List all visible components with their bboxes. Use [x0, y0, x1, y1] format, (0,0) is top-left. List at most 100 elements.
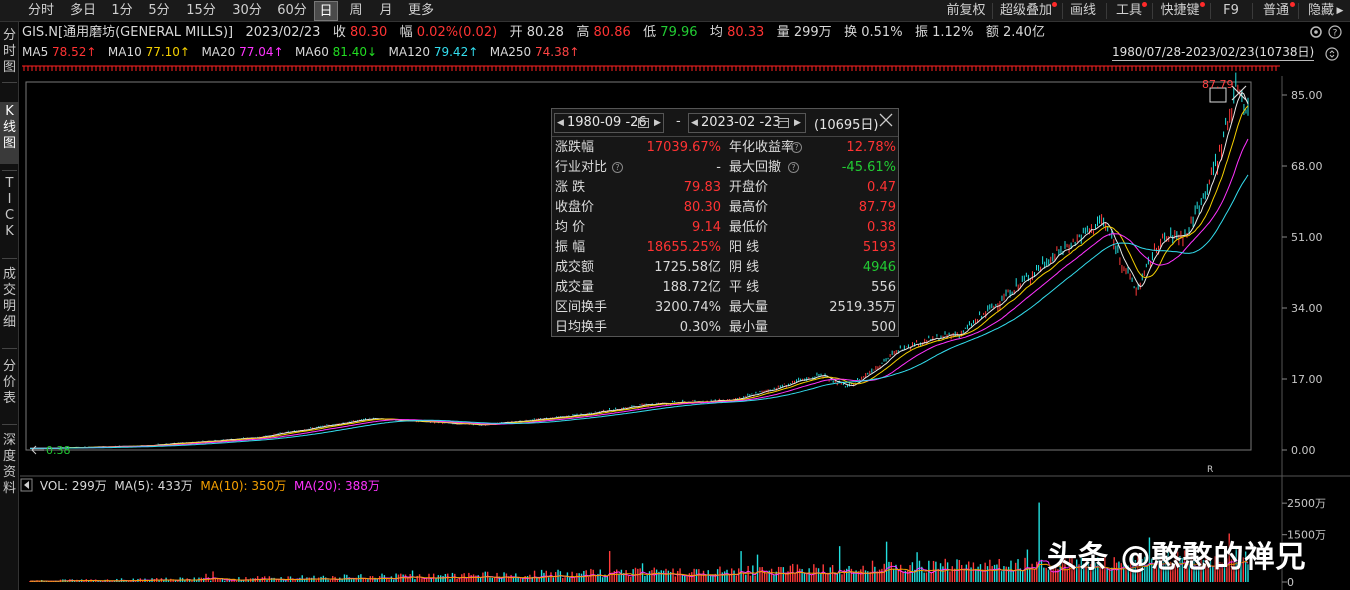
amplitude-value: 1.12%: [932, 25, 974, 40]
stat-label: 平 线: [729, 280, 760, 295]
tab-trade-detail[interactable]: 成交明细: [2, 267, 16, 330]
volume-tick-label: 2500万: [1287, 497, 1326, 510]
stat-label: 均 价: [555, 220, 586, 235]
period-30min[interactable]: 30分: [232, 3, 262, 18]
draw-line-button[interactable]: 画线: [1069, 3, 1096, 18]
calendar-icon[interactable]: [778, 118, 789, 128]
stat-value: 188.72亿: [662, 280, 722, 295]
tab-divider: [2, 82, 17, 83]
period-more[interactable]: 更多: [407, 3, 434, 18]
next-arrow-icon[interactable]: ▶: [794, 118, 801, 128]
tab-divider: [2, 170, 17, 171]
ma-indicator-bar: MA5 78.52↑ MA10 77.10↑ MA20 77.04↑ MA60 …: [22, 44, 579, 60]
stat-label: 最高价: [729, 200, 769, 215]
period-60min[interactable]: 60分: [277, 3, 307, 18]
tab-divider: [2, 348, 17, 349]
stat-label: 行业对比: [555, 160, 608, 175]
stat-value: 80.30: [683, 200, 721, 215]
ma5-label: MA5: [22, 45, 49, 59]
tools-button[interactable]: 工具: [1114, 1, 1147, 21]
watermark: 头条 @憨憨的禅兄: [1047, 540, 1307, 575]
hide-arrow-icon[interactable]: ▶: [1336, 6, 1344, 16]
high-value: 80.86: [593, 25, 631, 40]
close-range-icon[interactable]: [1231, 85, 1247, 101]
f9-button[interactable]: F9: [1223, 3, 1239, 18]
stat-label: 区间换手: [555, 300, 608, 315]
svg-text:?: ?: [1333, 29, 1338, 39]
amplitude-label: 振: [914, 25, 928, 40]
stat-value: -45.61%: [841, 160, 896, 175]
event-marker-strip: [22, 65, 1280, 71]
end-date: 2023-02 -23: [701, 115, 781, 130]
help-icon[interactable]: ?: [612, 162, 623, 173]
normal-mode-button[interactable]: 普通: [1260, 1, 1295, 21]
start-date-picker[interactable]: ◀ 1980-09 -26 ▶: [554, 113, 664, 133]
price-tick-label: 51.00: [1291, 231, 1323, 244]
close-icon[interactable]: [878, 112, 894, 128]
end-date-picker[interactable]: ◀ 2023-02 -23 ▶: [688, 113, 806, 133]
volume-value: 299万: [793, 25, 832, 40]
ma10-value: 77.10↑: [145, 45, 190, 59]
help-icon[interactable]: ?: [791, 142, 802, 153]
period-toolbar: 分时 多日 1分 5分 15分 30分 60分 日 周 月 更多 前复权 超级叠…: [0, 0, 1350, 22]
period-day[interactable]: 日: [314, 1, 338, 21]
stat-value: 12.78%: [846, 140, 896, 155]
prev-arrow-icon[interactable]: ◀: [557, 118, 564, 128]
question-icon[interactable]: ?: [1328, 25, 1342, 39]
period-1min[interactable]: 1分: [111, 3, 133, 18]
avg-value: 80.33: [727, 25, 765, 40]
calendar-icon[interactable]: [638, 118, 649, 128]
period-15min[interactable]: 15分: [186, 3, 216, 18]
expand-icon[interactable]: [1325, 47, 1339, 61]
ma250-label: MA250: [489, 45, 532, 59]
stat-label: 阳 线: [729, 240, 760, 255]
period-duori[interactable]: 多日: [69, 3, 96, 18]
popup-header: ◀ 1980-09 -26 ▶ - ◀ 2023-02 -23 ▶ (10695…: [552, 109, 898, 137]
toolbar-divider: [1106, 3, 1107, 19]
adjust-forward-button[interactable]: 前复权: [946, 3, 986, 18]
turnover-value: 0.51%: [861, 25, 903, 40]
price-tick-label: 0.00: [1291, 444, 1316, 457]
open-label: 开: [509, 25, 523, 40]
volume-axis: 2500万 1500万 0: [1282, 497, 1326, 589]
prev-arrow-icon[interactable]: ◀: [691, 118, 698, 128]
range-select-box-icon[interactable]: [1209, 87, 1227, 103]
turnover-label: 换: [844, 25, 858, 40]
help-icon[interactable]: ?: [788, 162, 799, 173]
shortcut-button[interactable]: 快捷键: [1158, 1, 1205, 21]
stat-label: 日均换手: [555, 320, 608, 335]
stat-value: 2519.35万: [829, 300, 896, 315]
stat-value: 0.38: [867, 220, 896, 235]
close-value: 80.30: [350, 25, 388, 40]
period-week[interactable]: 周: [349, 3, 363, 18]
stat-label: 最大回撤: [729, 160, 782, 175]
settings-gear-icon[interactable]: [1310, 26, 1322, 38]
period-5min[interactable]: 5分: [148, 3, 170, 18]
volume-collapse-icon[interactable]: [20, 478, 33, 492]
ma-line: [30, 174, 1249, 449]
date-range-label[interactable]: 1980/07/28-2023/02/23(10738日): [1112, 45, 1315, 61]
toolbar-divider: [1252, 3, 1253, 19]
period-fenshi[interactable]: 分时: [27, 3, 54, 18]
tab-fenshi[interactable]: 分时图: [2, 28, 16, 75]
volume-tick-label: 0: [1287, 576, 1294, 589]
close-label: 收: [332, 25, 346, 40]
low-label: 低: [643, 25, 657, 40]
volume-ma-line: [29, 560, 1249, 582]
period-month[interactable]: 月: [379, 3, 393, 18]
tab-depth-data[interactable]: 深度资料: [2, 433, 16, 496]
tab-price-table[interactable]: 分价表: [2, 359, 16, 406]
ma250-value: 74.38↑: [535, 45, 580, 59]
hide-button[interactable]: 隐藏: [1307, 3, 1334, 18]
overlay-button[interactable]: 超级叠加: [998, 1, 1057, 21]
stats-row: 行业对比? - 最大回撤? -45.61%: [552, 158, 898, 178]
stats-row: 成交量 188.72亿平 线 556: [552, 278, 898, 298]
toolbar-divider: [1210, 3, 1211, 19]
change-label: 幅: [399, 25, 413, 40]
low-value: 79.96: [660, 25, 698, 40]
next-arrow-icon[interactable]: ▶: [654, 118, 661, 128]
ma20-value: 77.04↑: [239, 45, 284, 59]
